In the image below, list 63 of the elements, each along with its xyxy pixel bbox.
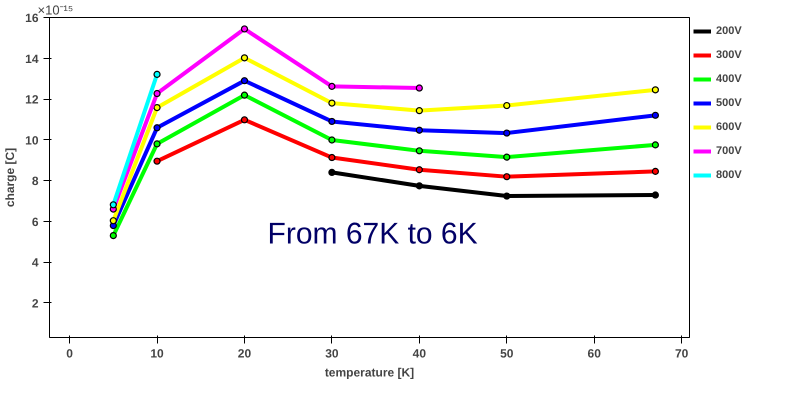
- x-tick-label: 60: [588, 346, 602, 360]
- legend-label: 400V: [716, 72, 742, 86]
- legend-label: 600V: [716, 120, 742, 134]
- point: [153, 124, 161, 132]
- point: [503, 192, 510, 200]
- point: [240, 92, 248, 99]
- annotation: From 67K to 6K: [268, 218, 478, 251]
- point: [652, 86, 659, 94]
- y-axis-title: charge [C]: [3, 148, 18, 208]
- point: [416, 126, 423, 134]
- point: [652, 168, 659, 175]
- legend-label: 800V: [716, 168, 742, 182]
- y-tick-label: 6: [32, 214, 39, 229]
- y-tick-label: 12: [25, 92, 39, 107]
- y-tick-label: 16: [25, 11, 39, 25]
- point: [503, 173, 510, 180]
- point: [652, 191, 659, 199]
- point: [328, 82, 336, 90]
- point: [110, 232, 117, 240]
- point: [153, 140, 161, 148]
- y-tick-label: 14: [25, 52, 39, 66]
- point: [240, 116, 248, 124]
- point: [153, 104, 161, 112]
- point: [652, 141, 659, 148]
- x-tick-label: 30: [325, 346, 339, 360]
- point: [503, 102, 510, 110]
- point: [652, 112, 659, 119]
- point: [328, 154, 336, 162]
- x-tick-label: 10: [150, 346, 164, 360]
- point: [240, 54, 248, 62]
- y-tick-label: 10: [25, 133, 39, 148]
- point: [416, 182, 423, 190]
- legend-label: 700V: [716, 144, 742, 158]
- legend-label: 300V: [716, 48, 742, 62]
- x-tick-label: 70: [674, 346, 689, 360]
- point: [328, 136, 336, 144]
- legend-label: 500V: [716, 96, 742, 110]
- legend-label: 200V: [716, 24, 742, 38]
- point: [240, 77, 248, 84]
- point: [110, 217, 117, 224]
- point: [153, 158, 161, 165]
- point: [503, 129, 510, 137]
- point: [328, 168, 336, 176]
- x-axis-title: temperature [K]: [324, 366, 414, 380]
- x-tick-label: 50: [500, 346, 514, 360]
- y-tick-label: 2: [32, 296, 39, 310]
- x-tick-label: 20: [238, 346, 252, 360]
- y-tick-label: 8: [32, 174, 39, 188]
- point: [153, 70, 161, 78]
- point: [153, 90, 161, 98]
- point: [416, 107, 423, 114]
- point: [240, 25, 248, 33]
- text: ×10⁻¹⁵: [38, 2, 74, 18]
- point: [503, 154, 510, 161]
- x-tick-label: 40: [412, 346, 426, 360]
- point: [328, 100, 336, 107]
- point: [416, 84, 423, 92]
- point: [328, 118, 336, 126]
- point: [416, 166, 423, 174]
- x-tick-label: 0: [66, 346, 74, 360]
- point: [110, 201, 117, 208]
- y-tick-label: 4: [32, 256, 39, 270]
- point: [416, 147, 423, 154]
